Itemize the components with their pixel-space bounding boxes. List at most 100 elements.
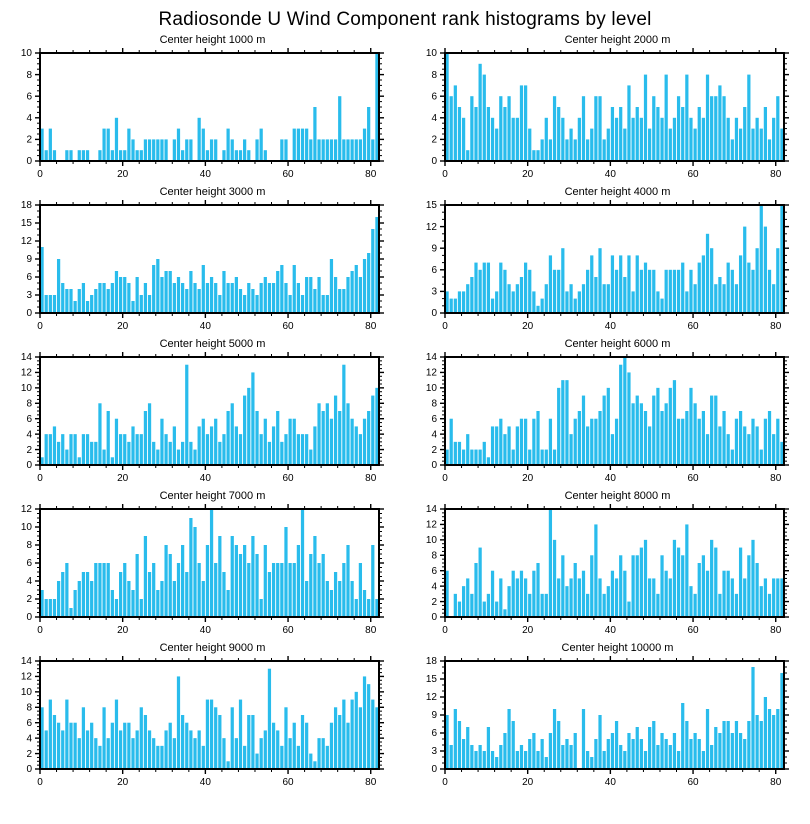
svg-text:0: 0 (37, 473, 43, 484)
svg-text:0: 0 (431, 156, 437, 167)
svg-text:60: 60 (282, 473, 294, 484)
svg-text:15: 15 (21, 218, 33, 229)
svg-text:4: 4 (26, 429, 32, 440)
svg-text:80: 80 (365, 169, 377, 180)
svg-text:80: 80 (770, 473, 782, 484)
svg-text:15: 15 (426, 674, 438, 685)
svg-text:4: 4 (431, 429, 437, 440)
svg-text:12: 12 (21, 236, 33, 247)
svg-text:14: 14 (21, 656, 33, 667)
svg-text:20: 20 (522, 625, 534, 636)
svg-text:40: 40 (605, 777, 617, 788)
svg-text:80: 80 (770, 625, 782, 636)
svg-text:0: 0 (37, 777, 43, 788)
svg-text:80: 80 (770, 777, 782, 788)
svg-text:6: 6 (26, 558, 32, 569)
svg-text:4: 4 (26, 576, 32, 587)
svg-text:80: 80 (365, 473, 377, 484)
svg-text:14: 14 (426, 504, 438, 515)
svg-text:40: 40 (605, 473, 617, 484)
svg-text:6: 6 (26, 91, 32, 102)
svg-text:12: 12 (21, 504, 33, 515)
histogram-panel-3000m: Center height 3000 m 0 20 40 60 80 0 3 6 9 12 15 18 (0, 185, 405, 337)
svg-text:6: 6 (431, 414, 437, 425)
svg-text:10: 10 (21, 687, 33, 698)
svg-text:2: 2 (431, 597, 437, 608)
panel-title: Center height 9000 m (159, 642, 266, 654)
svg-text:8: 8 (26, 70, 32, 81)
svg-text:0: 0 (431, 308, 437, 319)
svg-text:40: 40 (200, 473, 212, 484)
svg-text:0: 0 (26, 308, 32, 319)
svg-text:8: 8 (26, 702, 32, 713)
svg-text:3: 3 (431, 746, 437, 757)
histogram-chart: 0 20 40 60 80 0 2 4 6 8 10 12 14 (426, 504, 789, 636)
svg-text:9: 9 (26, 254, 32, 265)
svg-text:80: 80 (770, 169, 782, 180)
histogram-grid: Center height 1000 m 0 20 40 60 80 0 2 4 6 8 10 Ce… (0, 33, 810, 793)
svg-text:6: 6 (431, 265, 437, 276)
svg-text:12: 12 (426, 368, 438, 379)
svg-text:0: 0 (442, 321, 448, 332)
svg-text:0: 0 (26, 612, 32, 623)
svg-text:60: 60 (687, 777, 699, 788)
svg-text:20: 20 (117, 777, 129, 788)
svg-text:8: 8 (431, 398, 437, 409)
svg-text:12: 12 (426, 222, 438, 233)
svg-text:2: 2 (26, 749, 32, 760)
svg-text:40: 40 (200, 625, 212, 636)
svg-text:9: 9 (431, 710, 437, 721)
svg-text:60: 60 (282, 625, 294, 636)
histogram-chart: 0 20 40 60 80 0 2 4 6 8 10 12 14 (426, 352, 789, 484)
svg-text:6: 6 (431, 728, 437, 739)
svg-text:6: 6 (431, 91, 437, 102)
svg-text:6: 6 (26, 718, 32, 729)
svg-text:60: 60 (687, 169, 699, 180)
svg-text:0: 0 (442, 625, 448, 636)
svg-text:20: 20 (117, 169, 129, 180)
svg-text:60: 60 (687, 625, 699, 636)
histogram-chart: 0 20 40 60 80 0 2 4 6 8 10 (21, 48, 384, 180)
histogram-panel-4000m: Center height 4000 m 0 20 40 60 80 0 3 6 9 12 15 (405, 185, 810, 337)
svg-text:8: 8 (26, 398, 32, 409)
histogram-panel-7000m: Center height 7000 m 0 20 40 60 80 0 2 4 6 8 10 12 (0, 489, 405, 641)
histogram-chart: 0 20 40 60 80 0 2 4 6 8 10 12 14 (21, 352, 384, 484)
svg-text:9: 9 (431, 243, 437, 254)
svg-text:14: 14 (426, 352, 438, 363)
svg-text:2: 2 (431, 445, 437, 456)
svg-text:40: 40 (605, 169, 617, 180)
svg-text:60: 60 (282, 169, 294, 180)
svg-text:8: 8 (431, 550, 437, 561)
svg-text:14: 14 (21, 352, 33, 363)
svg-text:18: 18 (21, 200, 33, 211)
svg-text:40: 40 (200, 321, 212, 332)
svg-text:3: 3 (26, 290, 32, 301)
svg-text:0: 0 (442, 473, 448, 484)
svg-text:0: 0 (442, 777, 448, 788)
histogram-chart: 0 20 40 60 80 0 3 6 9 12 15 (426, 200, 789, 332)
panel-title: Center height 10000 m (561, 642, 674, 654)
svg-text:0: 0 (431, 612, 437, 623)
svg-text:10: 10 (21, 522, 33, 533)
svg-text:6: 6 (26, 272, 32, 283)
svg-text:40: 40 (200, 777, 212, 788)
svg-text:3: 3 (431, 287, 437, 298)
svg-text:20: 20 (117, 625, 129, 636)
svg-text:20: 20 (522, 473, 534, 484)
svg-text:15: 15 (426, 200, 438, 211)
svg-text:60: 60 (687, 321, 699, 332)
svg-text:0: 0 (26, 764, 32, 775)
panel-title: Center height 2000 m (564, 34, 671, 46)
svg-text:4: 4 (431, 581, 437, 592)
svg-text:20: 20 (117, 321, 129, 332)
svg-text:2: 2 (26, 594, 32, 605)
svg-text:10: 10 (426, 535, 438, 546)
svg-text:12: 12 (21, 672, 33, 683)
panel-title: Center height 6000 m (564, 338, 671, 350)
svg-text:20: 20 (522, 169, 534, 180)
svg-text:0: 0 (37, 321, 43, 332)
svg-text:12: 12 (426, 692, 438, 703)
panel-title: Center height 8000 m (564, 490, 671, 502)
svg-text:80: 80 (365, 625, 377, 636)
svg-text:80: 80 (365, 777, 377, 788)
